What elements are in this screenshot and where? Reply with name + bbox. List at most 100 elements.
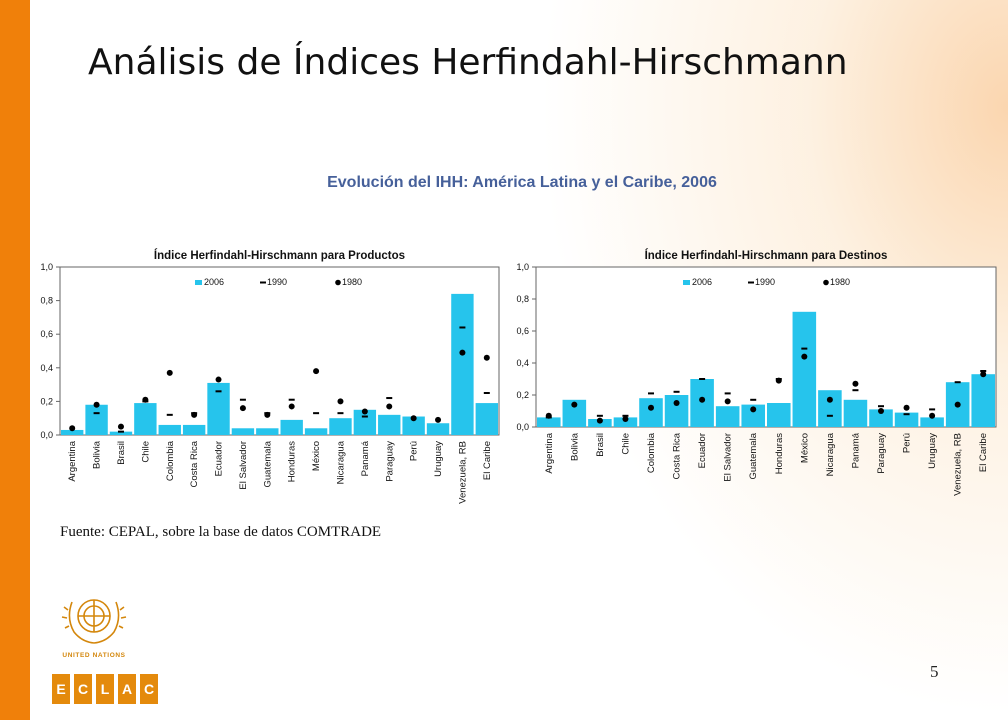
bar-2006 (920, 417, 944, 427)
y-tick-label: 0,8 (40, 296, 53, 306)
marker-1990 (288, 398, 295, 401)
x-tick-label: Guatemala (748, 432, 759, 479)
eclac-letter: C (140, 674, 158, 704)
marker-1990 (337, 412, 344, 415)
eclac-letter: E (52, 674, 70, 704)
x-tick-label: Uruguay (433, 441, 444, 477)
legend-swatch-1990 (260, 281, 266, 284)
bar-2006 (158, 424, 181, 435)
bar-2006 (304, 428, 328, 435)
marker-1980 (313, 368, 320, 375)
x-tick-label: Brasil (595, 433, 606, 457)
marker-1990 (215, 390, 222, 393)
marker-1990 (878, 405, 884, 408)
marker-1980 (724, 398, 731, 405)
bar-2006 (353, 409, 377, 435)
x-tick-label: Perú (409, 441, 420, 461)
marker-1980 (117, 423, 124, 430)
x-tick-label: Bolivia (92, 440, 103, 469)
x-tick-label: Brasil (116, 441, 127, 465)
bar-2006 (664, 395, 689, 427)
legend-label: 1990 (267, 277, 287, 287)
bar-2006 (182, 424, 206, 435)
marker-1980 (929, 412, 936, 419)
y-tick-label: 0,6 (516, 326, 529, 336)
eclac-logo: E C L A C (52, 674, 158, 704)
legend-swatch-2006 (195, 280, 202, 285)
bar-2006 (109, 431, 133, 435)
x-tick-label: Honduras (774, 433, 785, 474)
bar-2006 (451, 293, 474, 435)
bar-2006 (792, 311, 817, 427)
chart-title: Índice Herfindahl-Hirschmann para Produc… (154, 249, 405, 262)
chart-destinos: Índice Herfindahl-Hirschmann para Destin… (516, 249, 997, 496)
x-tick-label: Panamá (360, 440, 371, 476)
bar-2006 (256, 428, 279, 435)
bar-2006 (402, 416, 425, 435)
marker-1990 (826, 414, 833, 417)
bar-2006 (378, 414, 401, 435)
marker-1990 (648, 392, 654, 395)
y-tick-label: 0,2 (516, 390, 529, 400)
marker-1990 (313, 412, 320, 415)
bar-2006 (869, 409, 893, 427)
y-tick-label: 1,0 (40, 262, 53, 272)
marker-1980 (239, 405, 246, 412)
legend-label: 2006 (692, 277, 712, 287)
legend-swatch-1980 (335, 279, 341, 286)
un-emblem-icon (61, 599, 127, 644)
marker-1980 (596, 417, 603, 424)
bar-2006 (207, 382, 230, 435)
marker-1990 (459, 326, 466, 329)
slide-subtitle: Evolución del IHH: América Latina y el C… (327, 174, 717, 191)
marker-1990 (166, 413, 173, 416)
y-tick-label: 0,8 (516, 294, 529, 304)
bar-2006 (741, 404, 765, 427)
y-tick-label: 0,0 (516, 422, 529, 432)
marker-1990 (980, 370, 987, 372)
bar-2006 (329, 418, 352, 435)
legend-label: 1990 (755, 277, 775, 287)
chart-title: Índice Herfindahl-Hirschmann para Destin… (645, 249, 888, 262)
marker-1990 (673, 390, 680, 393)
un-logo-text: United Nations (62, 652, 126, 659)
plot-area (535, 266, 997, 428)
eclac-letter: C (74, 674, 92, 704)
marker-1980 (648, 404, 654, 411)
marker-1980 (826, 396, 833, 403)
marker-1990 (750, 398, 757, 401)
x-tick-label: Ecuador (697, 433, 708, 468)
marker-1980 (361, 408, 368, 415)
y-tick-label: 0,0 (40, 430, 53, 440)
marker-1990 (801, 347, 808, 350)
y-tick-label: 0,2 (40, 396, 53, 406)
bar-2006 (61, 429, 84, 435)
x-tick-label: Argentina (544, 432, 555, 473)
x-tick-label: Honduras (287, 441, 298, 482)
x-tick-label: Uruguay (927, 433, 938, 469)
marker-1990 (483, 392, 490, 394)
x-tick-label: Chile (620, 433, 631, 455)
x-tick-label: Costa Rica (189, 440, 200, 487)
marker-1980 (264, 411, 271, 418)
marker-1990 (93, 412, 100, 415)
bar-2006 (475, 403, 498, 435)
marker-1980 (801, 353, 808, 360)
bar-2006 (85, 404, 108, 435)
marker-1980 (980, 371, 987, 378)
bar-2006 (280, 419, 303, 435)
x-tick-label: Argentina (67, 440, 78, 481)
marker-1990 (929, 408, 936, 411)
x-tick-label: Colombia (165, 440, 176, 481)
x-tick-label: Venezuela, RB (457, 441, 468, 504)
marker-1980 (69, 425, 76, 432)
x-tick-label: Venezuela, RB (953, 433, 964, 496)
x-tick-label: El Caribe (482, 441, 493, 480)
marker-1990 (903, 413, 910, 416)
marker-1990 (724, 392, 731, 395)
left-accent-bar (0, 0, 30, 720)
plot-area (59, 266, 500, 436)
eclac-letter: L (96, 674, 114, 704)
marker-1980 (699, 396, 706, 403)
legend-label: 2006 (204, 277, 224, 287)
